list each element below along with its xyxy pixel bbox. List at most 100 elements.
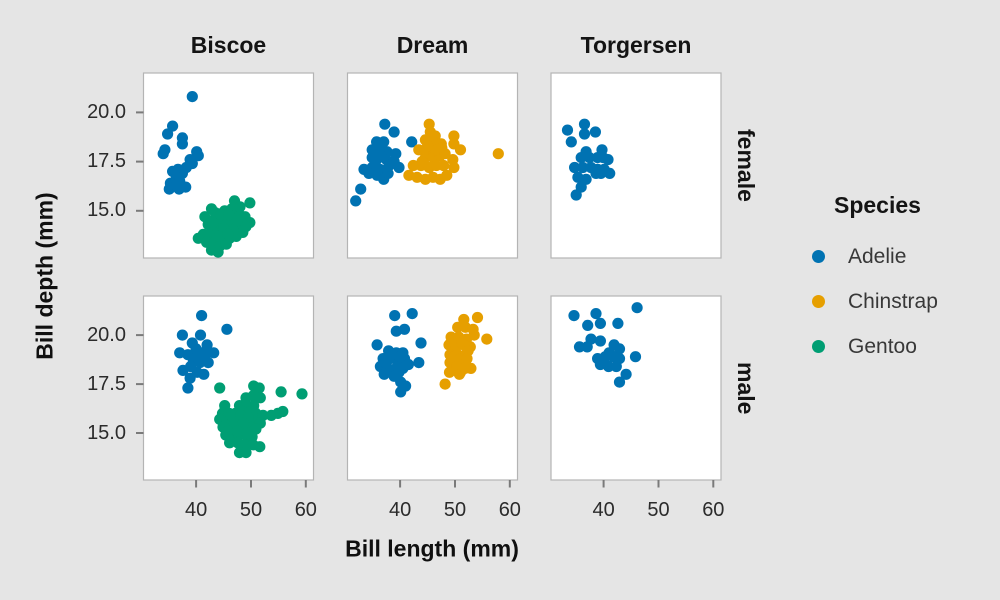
points-Biscoe-female bbox=[157, 91, 256, 258]
points-Torgersen-female bbox=[561, 118, 616, 201]
data-point-adelie bbox=[569, 161, 581, 174]
legend-label: Adelie bbox=[848, 244, 907, 268]
data-point-adelie bbox=[202, 357, 214, 369]
data-point-adelie bbox=[612, 317, 624, 329]
data-point-chinstrap bbox=[481, 333, 493, 345]
data-point-adelie bbox=[389, 310, 401, 322]
data-point-gentoo bbox=[220, 238, 232, 250]
x-tick-label: 50 bbox=[443, 499, 467, 521]
data-point-adelie bbox=[402, 358, 414, 371]
data-point-adelie bbox=[613, 376, 626, 388]
data-point-gentoo bbox=[240, 447, 252, 459]
data-point-gentoo bbox=[275, 386, 287, 398]
data-point-gentoo bbox=[215, 209, 227, 221]
data-point-adelie bbox=[194, 329, 207, 341]
data-point-adelie bbox=[371, 339, 383, 351]
points-Dream-female bbox=[350, 118, 504, 207]
legend-item-adelie: Adelie bbox=[805, 234, 938, 279]
data-point-gentoo bbox=[237, 417, 249, 429]
data-point-adelie bbox=[395, 386, 407, 398]
x-tick-label: 60 bbox=[702, 499, 725, 521]
data-point-adelie bbox=[379, 357, 391, 369]
data-point-adelie bbox=[582, 319, 594, 331]
legend-item-chinstrap: Chinstrap bbox=[805, 279, 938, 324]
data-point-chinstrap bbox=[413, 144, 425, 156]
data-point-adelie bbox=[578, 118, 591, 130]
data-point-chinstrap bbox=[422, 140, 434, 152]
data-point-adelie bbox=[170, 179, 182, 191]
data-point-adelie bbox=[581, 341, 593, 353]
data-point-gentoo bbox=[296, 388, 308, 400]
data-point-adelie bbox=[597, 152, 609, 164]
data-point-adelie bbox=[221, 323, 233, 335]
data-point-adelie bbox=[415, 337, 427, 349]
data-point-adelie bbox=[190, 343, 202, 355]
data-point-gentoo bbox=[265, 409, 277, 421]
points-Dream-male bbox=[371, 308, 493, 398]
panel-Biscoe-male bbox=[142, 295, 315, 481]
data-point-adelie bbox=[613, 343, 626, 355]
data-point-adelie bbox=[589, 126, 602, 138]
data-point-adelie bbox=[157, 148, 169, 160]
tick-marks bbox=[136, 111, 715, 488]
data-point-adelie bbox=[604, 167, 616, 179]
data-point-adelie bbox=[561, 124, 574, 136]
data-point-adelie bbox=[603, 347, 615, 359]
x-axis-title: Bill length (mm) bbox=[345, 535, 519, 562]
data-point-gentoo bbox=[223, 209, 235, 221]
data-point-chinstrap bbox=[471, 311, 484, 324]
data-point-gentoo bbox=[234, 201, 246, 213]
data-point-adelie bbox=[369, 156, 382, 168]
x-tick-label: 60 bbox=[294, 499, 317, 521]
data-point-chinstrap bbox=[439, 378, 451, 390]
data-point-gentoo bbox=[222, 228, 234, 240]
data-point-adelie bbox=[631, 302, 643, 314]
data-point-adelie bbox=[603, 360, 615, 373]
data-point-adelie bbox=[577, 161, 589, 174]
data-point-adelie bbox=[350, 195, 362, 207]
data-point-chinstrap bbox=[407, 159, 419, 172]
data-point-chinstrap bbox=[468, 329, 480, 341]
data-point-chinstrap bbox=[439, 148, 451, 160]
data-point-adelie bbox=[200, 345, 212, 357]
data-point-gentoo bbox=[212, 246, 224, 258]
data-point-adelie bbox=[185, 360, 197, 373]
data-point-adelie bbox=[565, 136, 577, 148]
legend-label: Gentoo bbox=[848, 334, 917, 358]
data-point-adelie bbox=[594, 317, 607, 329]
y-tick-label: 20.0 bbox=[87, 100, 126, 123]
data-point-gentoo bbox=[222, 425, 234, 437]
legend: Adelie Chinstrap Gentoo bbox=[805, 234, 938, 369]
data-point-chinstrap bbox=[492, 148, 504, 160]
data-point-gentoo bbox=[214, 382, 226, 394]
data-point-adelie bbox=[610, 360, 622, 373]
data-point-chinstrap bbox=[456, 337, 468, 349]
data-point-gentoo bbox=[244, 197, 256, 209]
facet-strip-female: female bbox=[733, 129, 759, 202]
data-point-adelie bbox=[186, 91, 198, 103]
data-point-gentoo bbox=[253, 382, 265, 394]
data-point-adelie bbox=[578, 128, 591, 140]
data-point-adelie bbox=[570, 189, 582, 201]
x-tick-label: 50 bbox=[239, 499, 263, 521]
y-tick-label: 17.5 bbox=[87, 372, 126, 395]
points-Biscoe-male bbox=[174, 310, 308, 459]
data-point-chinstrap bbox=[416, 156, 428, 168]
data-point-chinstrap bbox=[441, 169, 453, 181]
legend-swatch-adelie-icon bbox=[812, 250, 825, 263]
data-point-adelie bbox=[388, 126, 400, 138]
legend-title: Species bbox=[834, 192, 921, 218]
y-tick-label: 17.5 bbox=[87, 150, 126, 173]
data-point-adelie bbox=[198, 368, 210, 380]
data-point-adelie bbox=[573, 341, 586, 353]
data-point-gentoo bbox=[231, 425, 243, 437]
data-point-adelie bbox=[393, 366, 405, 378]
points-Torgersen-male bbox=[568, 302, 643, 388]
legend-item-gentoo: Gentoo bbox=[805, 324, 938, 369]
data-point-gentoo bbox=[241, 427, 253, 439]
data-point-chinstrap bbox=[459, 362, 471, 374]
data-point-adelie bbox=[180, 181, 192, 193]
data-point-adelie bbox=[620, 368, 632, 380]
data-point-adelie bbox=[568, 310, 580, 322]
data-point-gentoo bbox=[207, 217, 219, 229]
